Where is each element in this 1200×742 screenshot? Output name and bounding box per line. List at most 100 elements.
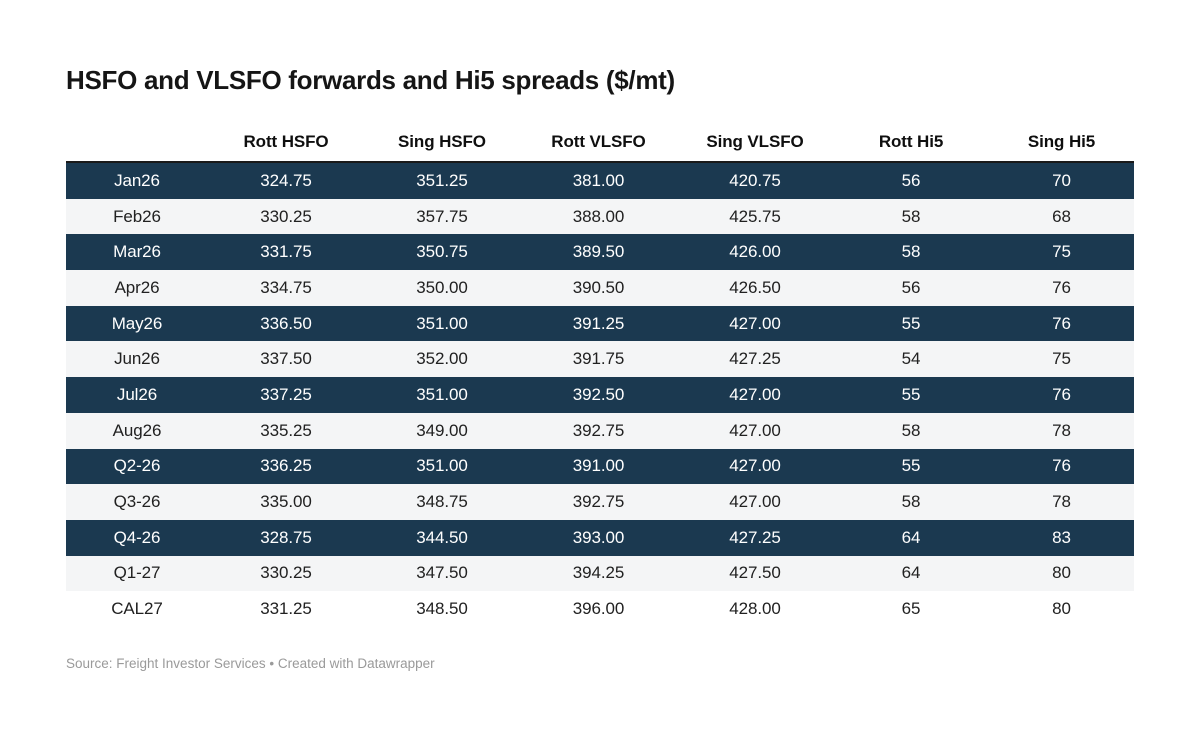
value-cell: 392.50	[572, 384, 625, 404]
column-header-sing-hi5: Sing Hi5	[989, 96, 1134, 163]
value-cell: 348.50	[416, 599, 468, 619]
value-cell: 55	[901, 384, 921, 404]
value-cell: 357.75	[416, 206, 468, 226]
chart-title: HSFO and VLSFO forwards and Hi5 spreads …	[66, 65, 675, 95]
value-cell: 350.00	[416, 277, 468, 297]
header-row: Rott HSFO Sing HSFO Rott VLSFO Sing VLSF…	[66, 96, 1134, 163]
column-header-sing-vlsfo: Sing VLSFO	[677, 96, 833, 163]
row-label-cell: Mar26	[113, 242, 161, 262]
value-cell: 392.75	[572, 492, 625, 512]
value-cell: 381.00	[572, 170, 625, 190]
value-cell: 58	[901, 206, 921, 226]
value-cell: 80	[1052, 563, 1071, 583]
value-cell: 336.25	[260, 456, 312, 476]
value-cell: 427.00	[729, 313, 781, 333]
value-cell: 64	[901, 563, 921, 583]
table-row: Mar26 331.75 350.75 389.50 426.00 58 75	[66, 234, 1134, 271]
value-cell: 426.00	[729, 242, 781, 262]
value-cell: 428.00	[729, 599, 781, 619]
value-cell: 348.75	[416, 492, 468, 512]
value-cell: 70	[1052, 170, 1071, 190]
value-cell: 331.25	[260, 599, 312, 619]
value-cell: 83	[1052, 527, 1071, 547]
value-cell: 56	[901, 170, 921, 190]
value-cell: 55	[901, 456, 921, 476]
value-cell: 68	[1052, 206, 1071, 226]
row-label-cell: May26	[111, 313, 163, 333]
value-cell: 336.50	[260, 313, 312, 333]
value-cell: 391.75	[572, 349, 625, 369]
source-label: Source:	[66, 655, 117, 671]
table-row: Q3-26 335.00 348.75 392.75 427.00 58 78	[66, 484, 1134, 520]
row-label-cell: Apr26	[114, 277, 160, 297]
value-cell: 391.00	[572, 456, 625, 476]
row-label-cell: Jun26	[114, 349, 160, 369]
value-cell: 391.25	[572, 313, 625, 333]
datawrapper-credit: Created with Datawrapper	[277, 655, 435, 671]
value-cell: 337.50	[260, 349, 312, 369]
table-row: Q2-26 336.25 351.00 391.00 427.00 55 76	[66, 448, 1134, 485]
value-cell: 335.00	[260, 492, 312, 512]
table-row: Q4-26 328.75 344.50 393.00 427.25 64 83	[66, 519, 1134, 556]
row-label-cell: Q3-26	[113, 492, 161, 512]
table-body: Jan26 324.75 351.25 381.00 420.75 56 70 Feb26 33…	[66, 162, 1134, 627]
value-cell: 337.25	[260, 384, 312, 404]
value-cell: 328.75	[260, 527, 312, 547]
value-cell: 58	[901, 492, 921, 512]
row-label-cell: Q1-27	[113, 563, 161, 583]
value-cell: 393.00	[572, 527, 625, 547]
row-label-cell: Q2-26	[113, 456, 161, 476]
value-cell: 396.00	[572, 599, 625, 619]
value-cell: 427.00	[729, 384, 781, 404]
value-cell: 344.50	[416, 527, 468, 547]
value-cell: 351.00	[416, 456, 468, 476]
value-cell: 351.25	[416, 170, 468, 190]
value-cell: 427.00	[729, 492, 781, 512]
source-link[interactable]: Freight Investor Services	[116, 655, 266, 671]
value-cell: 351.00	[416, 384, 468, 404]
value-cell: 394.25	[572, 563, 625, 583]
value-cell: 58	[901, 242, 921, 262]
column-header-rowlabel	[66, 96, 208, 163]
value-cell: 426.50	[729, 277, 781, 297]
value-cell: 54	[901, 349, 921, 369]
value-cell: 55	[901, 313, 921, 333]
value-cell: 78	[1052, 420, 1071, 440]
table-row: Jun26 337.50 352.00 391.75 427.25 54 75	[66, 341, 1134, 378]
value-cell: 75	[1052, 349, 1071, 369]
value-cell: 75	[1052, 242, 1071, 262]
table-row: Q1-27 330.25 347.50 394.25 427.50 64 80	[66, 555, 1134, 592]
forwards-table: Rott HSFO Sing HSFO Rott VLSFO Sing VLSF…	[66, 96, 1134, 627]
value-cell: 427.25	[729, 527, 781, 547]
column-header-sing-hsfo: Sing HSFO	[364, 96, 520, 163]
column-header-rott-vlsfo: Rott VLSFO	[520, 96, 677, 163]
column-header-rott-hi5: Rott Hi5	[833, 96, 989, 163]
value-cell: 425.75	[729, 206, 781, 226]
value-cell: 80	[1052, 599, 1071, 619]
value-cell: 76	[1052, 384, 1071, 404]
row-label-cell: Jul26	[116, 384, 158, 404]
value-cell: 334.75	[260, 277, 312, 297]
value-cell: 76	[1052, 313, 1071, 333]
table-row: Apr26 334.75 350.00 390.50 426.50 56 76	[66, 270, 1134, 306]
table-row: CAL27 331.25 348.50 396.00 428.00 65 80	[66, 591, 1134, 627]
row-label-cell: Aug26	[112, 420, 162, 440]
row-label-cell: Feb26	[113, 206, 161, 226]
value-cell: 76	[1052, 277, 1071, 297]
value-cell: 389.50	[572, 242, 625, 262]
value-cell: 347.50	[416, 563, 468, 583]
value-cell: 427.00	[729, 456, 781, 476]
value-cell: 350.75	[416, 242, 468, 262]
value-cell: 351.00	[416, 313, 468, 333]
value-cell: 349.00	[416, 420, 468, 440]
value-cell: 56	[901, 277, 921, 297]
table-row: Feb26 330.25 357.75 388.00 425.75 58 68	[66, 198, 1134, 235]
chart-container: HSFO and VLSFO forwards and Hi5 spreads …	[66, 64, 1134, 672]
value-cell: 330.25	[260, 563, 312, 583]
row-label-cell: Q4-26	[113, 527, 161, 547]
value-cell: 420.75	[729, 170, 781, 190]
row-label-cell: Jan26	[114, 170, 160, 190]
table-header: Rott HSFO Sing HSFO Rott VLSFO Sing VLSF…	[66, 96, 1134, 163]
value-cell: 78	[1052, 492, 1071, 512]
value-cell: 390.50	[572, 277, 625, 297]
